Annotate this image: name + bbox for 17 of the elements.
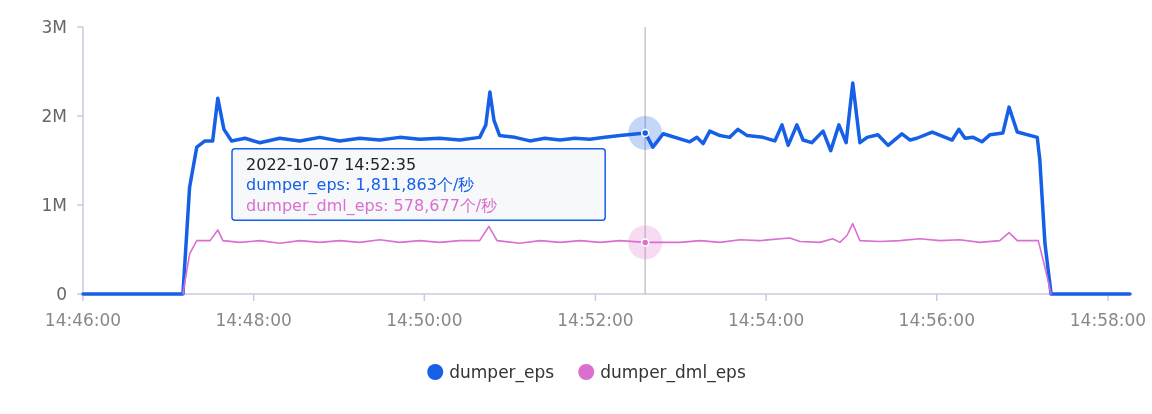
y-tick-label: 1M (41, 195, 67, 215)
y-tick-label: 2M (41, 106, 67, 126)
x-tick-label: 14:58:00 (1069, 310, 1147, 330)
tooltip: 2022-10-07 14:52:35 dumper_eps: 1,811,863个/秒 dumper_dml_eps: 578,677个/秒 (231, 147, 606, 222)
x-tick-label: 14:46:00 (44, 310, 122, 330)
annotation: dumper_eps: 1,811,863个/秒 (246, 175, 475, 196)
annotation: 2022-10-07 14:52:35 (246, 154, 417, 174)
x-tick-label: 14:48:00 (215, 310, 292, 330)
x-tick-label: 14:52:00 (557, 310, 634, 330)
legend-label: dumper_eps (449, 362, 555, 383)
annotation: dumper_dml_eps: 578,677个/秒 (246, 195, 498, 216)
y-tick-label: 3M (41, 17, 67, 37)
x-tick-label: 14:54:00 (727, 310, 805, 330)
legend-label: dumper_dml_eps (600, 362, 746, 383)
x-tick-label: 14:56:00 (898, 310, 975, 330)
x-tick-label: 14:50:00 (386, 310, 463, 330)
y-tick-label: 0 (56, 284, 67, 304)
